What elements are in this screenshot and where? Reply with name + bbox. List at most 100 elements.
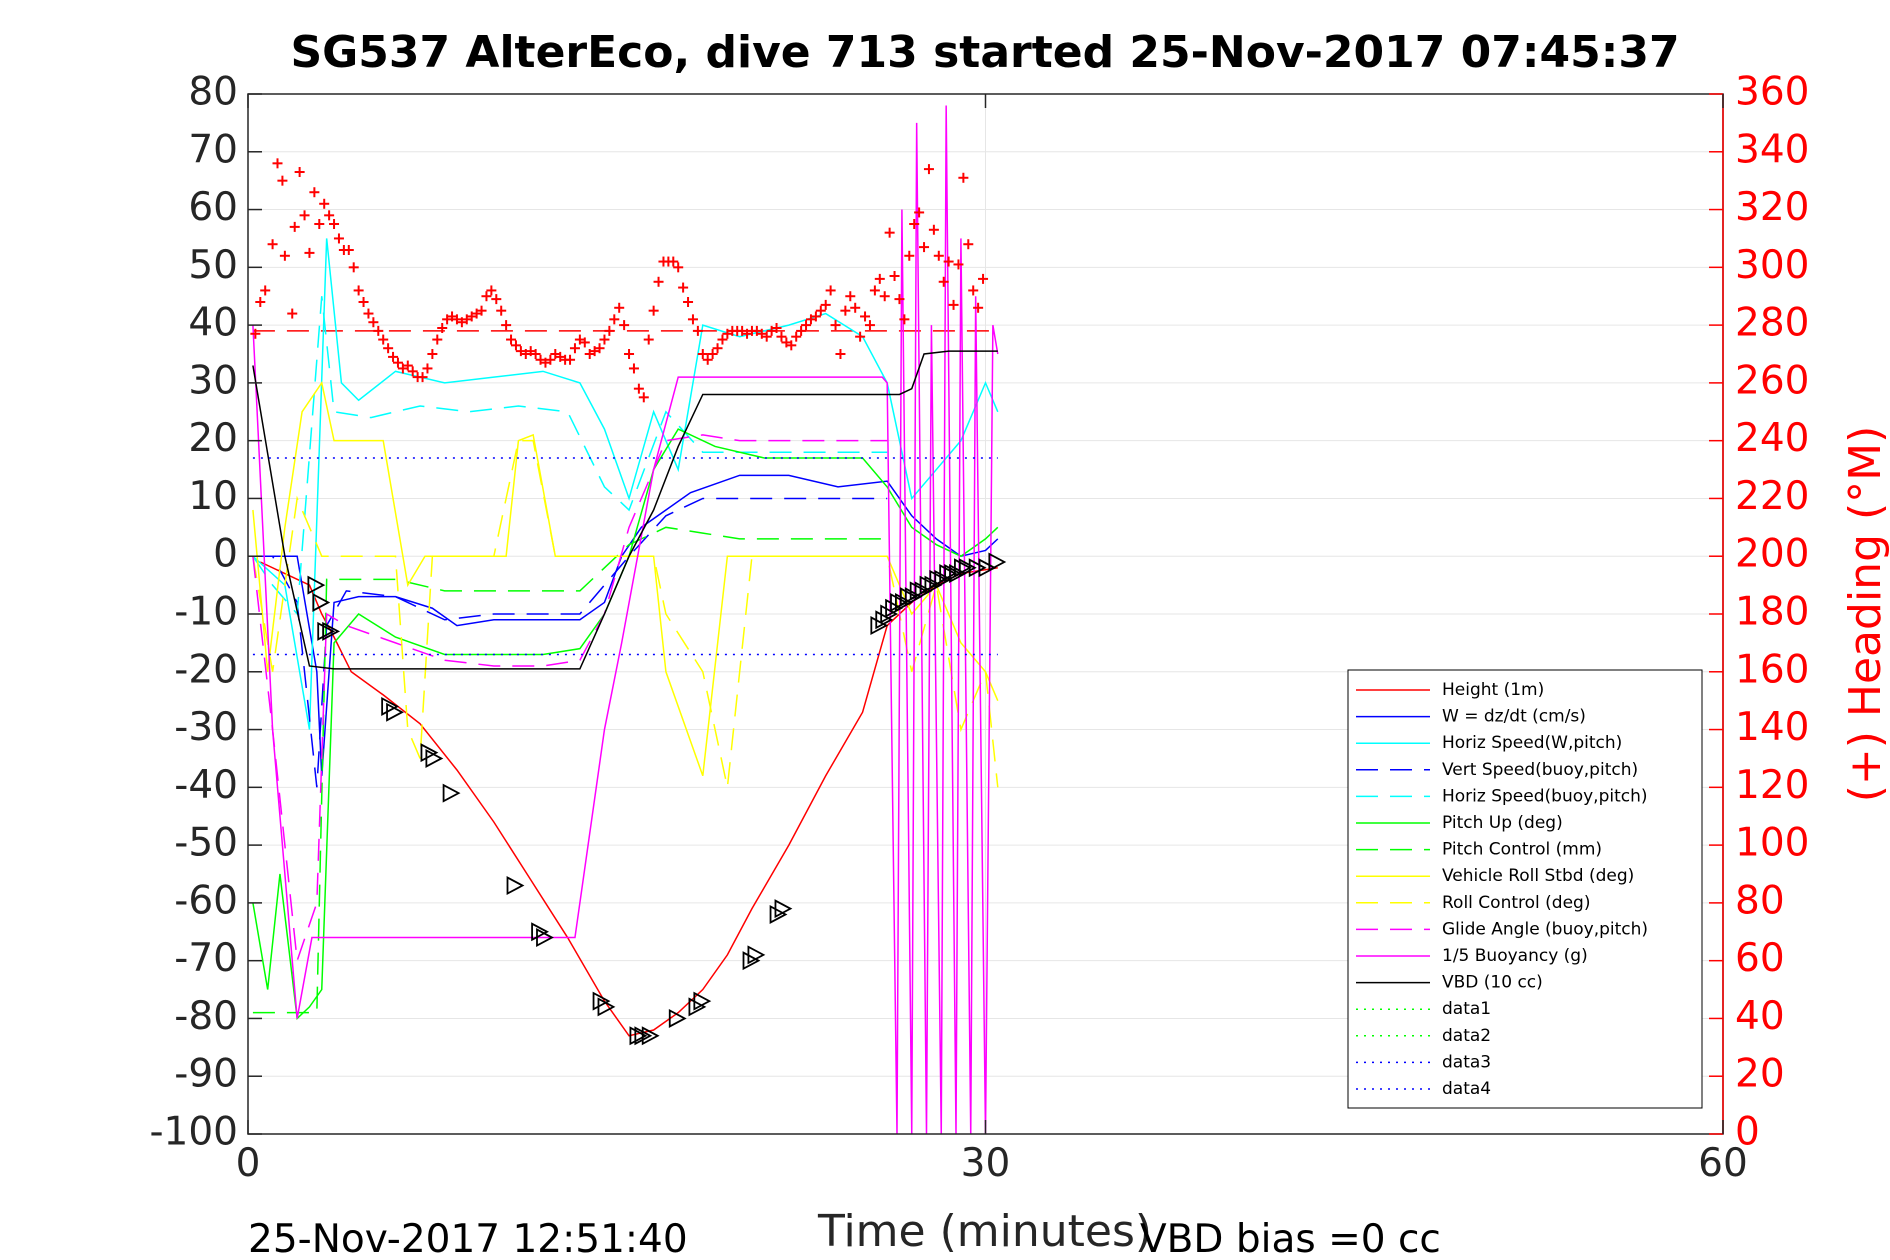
depth-marker <box>944 564 962 584</box>
y-right-tick-label: 360 <box>1735 70 1809 115</box>
heading-point <box>919 242 930 253</box>
heading-point <box>373 325 384 336</box>
y-left-tick-label: -100 <box>149 1110 238 1155</box>
heading-point <box>643 334 654 345</box>
depth-marker <box>742 951 761 971</box>
heading-point <box>796 325 807 336</box>
depth-marker <box>988 552 1007 572</box>
heading-point <box>933 250 944 261</box>
heading-point <box>697 349 708 359</box>
depth-marker <box>890 592 908 612</box>
heading-point <box>820 299 831 310</box>
heading-point <box>287 308 298 319</box>
y-left-tick-label: -70 <box>174 936 238 981</box>
depth-marker <box>769 904 788 924</box>
heading-point <box>810 311 821 322</box>
heading-point <box>530 349 541 359</box>
series-line-w-dz-dt-cm-s <box>252 474 999 776</box>
heading-point <box>712 343 723 354</box>
heading-point <box>594 343 605 354</box>
depth-marker <box>688 997 707 1017</box>
heading-point <box>909 219 920 229</box>
heading-point <box>314 219 325 229</box>
heading-point <box>850 302 861 313</box>
heading-point <box>653 276 664 287</box>
heading-point <box>309 187 320 198</box>
heading-point <box>299 210 310 221</box>
x-tick-label: 60 <box>1698 1141 1748 1186</box>
depth-marker <box>420 743 439 763</box>
heading-point <box>427 349 438 359</box>
y-left-tick-label: 40 <box>188 301 238 346</box>
heading-point <box>840 305 851 316</box>
heading-point <box>569 343 580 354</box>
series-line-horiz-speed-w-pitch <box>252 238 999 730</box>
depth-marker <box>381 696 400 716</box>
depth-marker <box>425 748 444 768</box>
heading-point <box>304 247 315 258</box>
heading-point <box>407 366 418 377</box>
heading-point <box>702 354 713 365</box>
depth-marker <box>531 922 549 942</box>
heading-point <box>879 291 890 302</box>
heading-point <box>683 297 694 307</box>
depth-marker <box>978 558 997 578</box>
legend-label: data4 <box>1442 1079 1491 1099</box>
heading-point <box>943 256 954 267</box>
heading-point <box>378 334 389 345</box>
y-right-tick-label: 320 <box>1735 185 1809 230</box>
heading-points <box>250 158 989 403</box>
y-left-tick-label: 0 <box>213 532 238 577</box>
depth-marker <box>870 616 889 636</box>
y-left-tick-label: 50 <box>188 243 238 288</box>
y-right-tick-label: 120 <box>1735 763 1809 808</box>
depth-marker <box>929 569 948 589</box>
x-axis: 0 30 60 <box>236 94 1748 1186</box>
heading-point <box>786 340 797 351</box>
heading-point <box>899 314 910 325</box>
depth-marker <box>597 997 616 1017</box>
heading-point <box>633 383 644 394</box>
heading-point <box>422 363 433 374</box>
x-tick-label: 0 <box>236 1141 261 1186</box>
y-left-tick-label: 80 <box>188 70 238 115</box>
series-line-vehicle-roll-stbd-deg <box>252 381 999 777</box>
legend-label: Horiz Speed(W,pitch) <box>1442 733 1622 753</box>
heading-point <box>904 250 915 261</box>
heading-point <box>353 285 364 296</box>
y-right-tick-label: 260 <box>1735 358 1809 403</box>
heading-point <box>638 392 649 403</box>
heading-point <box>363 308 374 319</box>
chart-title: SG537 AlterEco, dive 713 started 25-Nov-… <box>290 27 1679 78</box>
heading-point <box>958 172 969 183</box>
heading-point <box>343 245 354 255</box>
depth-marker <box>954 558 972 578</box>
legend-label: data2 <box>1442 1026 1491 1046</box>
heading-point <box>860 311 871 322</box>
heading-point <box>928 224 939 235</box>
y-left-tick-label: -80 <box>174 994 238 1039</box>
depth-marker <box>885 598 903 618</box>
depth-marker <box>968 558 987 578</box>
series-line-vbd-10-cc <box>252 350 998 670</box>
depth-marker <box>668 1008 687 1028</box>
x-tick-label: 30 <box>961 1141 1011 1186</box>
legend-label: Vehicle Roll Stbd (deg) <box>1442 866 1634 886</box>
series-line-roll-control-deg <box>252 439 999 788</box>
y-left-tick-label: 20 <box>188 416 238 461</box>
y-left-tick-label: -50 <box>174 821 238 866</box>
y-left-tick-label: -30 <box>174 705 238 750</box>
series-lines <box>252 105 999 1134</box>
heading-point <box>628 363 639 374</box>
depth-marker <box>899 587 918 607</box>
heading-point <box>963 239 974 250</box>
heading-point <box>476 305 487 316</box>
y-right-tick-label: 160 <box>1735 647 1809 692</box>
heading-point <box>565 354 576 365</box>
legend-label: VBD (10 cc) <box>1442 973 1543 993</box>
heading-point <box>830 320 841 331</box>
heading-point <box>978 273 989 284</box>
heading-point <box>874 273 885 284</box>
depth-marker <box>312 592 331 612</box>
